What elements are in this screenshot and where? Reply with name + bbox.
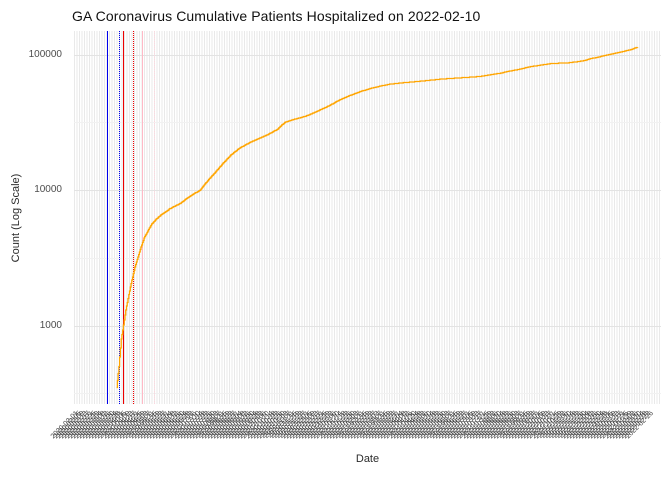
event-vline-solid	[142, 31, 144, 404]
y-tick-label: 10000	[34, 184, 62, 196]
x-axis-title: Date	[355, 453, 380, 465]
gridline-minor	[74, 122, 661, 124]
event-vline-dotted	[132, 31, 134, 404]
x-axis-tick-labels: 2020-02-01 2020-02-05 2020-02-09 2020-02-13…	[0, 406, 672, 452]
chart-title: GA Coronavirus Cumulative Patients Hospi…	[72, 8, 481, 24]
y-tick-label: 100000	[28, 48, 62, 60]
event-vline-dotted	[118, 31, 120, 404]
y-tick-label: 1000	[39, 319, 62, 331]
gridline-major	[74, 325, 661, 327]
event-vline-dotted	[153, 31, 155, 404]
gridline-minor	[74, 393, 661, 395]
y-axis-title: Count (Log Scale)	[10, 173, 22, 263]
plot-area	[74, 31, 661, 404]
gridline-minor	[74, 257, 661, 259]
gridline-major	[74, 54, 661, 56]
gridline-major	[74, 190, 661, 192]
event-vline-solid	[107, 31, 109, 404]
event-vline-solid	[123, 31, 125, 404]
